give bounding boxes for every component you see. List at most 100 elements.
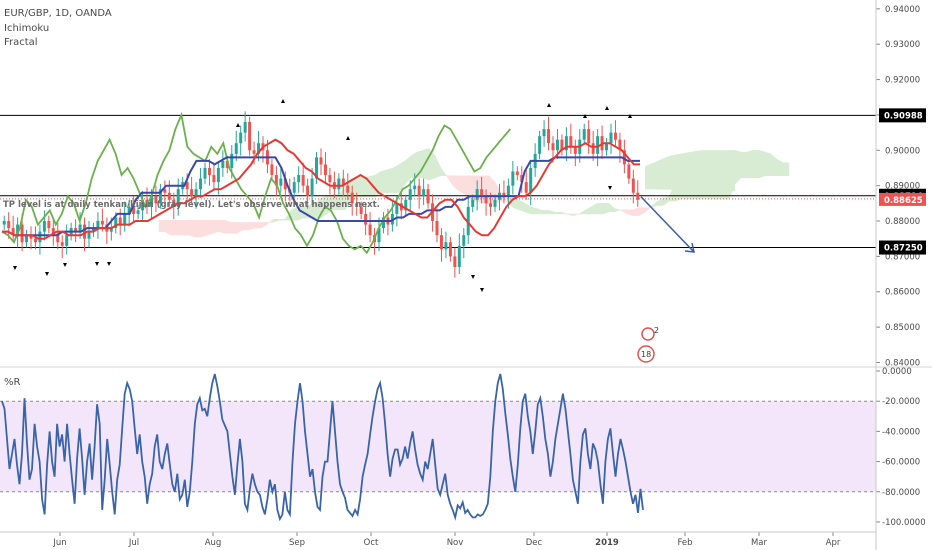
candle-body (47, 221, 51, 229)
fractal-up-marker (346, 136, 350, 140)
candle-body (212, 175, 216, 183)
fractal-up-marker (583, 114, 587, 118)
future-cloud (645, 150, 735, 191)
osc-tick-label: 0.0000 (882, 367, 912, 377)
candle-body (364, 213, 368, 225)
candle (346, 173, 350, 200)
cloud-segment (602, 203, 610, 215)
candle (480, 176, 484, 204)
candle-body (511, 171, 515, 186)
fractal-down-marker (45, 272, 49, 276)
candle-body (555, 139, 559, 151)
candle (560, 134, 564, 156)
candle-body (435, 221, 439, 236)
candle-body (462, 235, 466, 246)
indicator-fractal-label[interactable]: Fractal (4, 37, 38, 48)
candle-body (91, 228, 95, 232)
oscillator-axis[interactable]: 0.0000 -20.0000 -40.0000 -60.0000 -80.0000 -1… (876, 367, 926, 528)
candle (243, 111, 247, 142)
candle-body (573, 146, 577, 154)
cloud-segment (158, 220, 166, 232)
level-tag-2: 0.87250 (879, 240, 926, 255)
candle (587, 120, 591, 154)
symbol-title[interactable]: EUR/GBP, 1D, OANDA (4, 8, 112, 19)
candle (154, 185, 158, 213)
candle (404, 194, 408, 216)
candle (25, 229, 29, 248)
fractal-down-marker (480, 288, 484, 292)
cloud-segment (770, 153, 778, 177)
candle-body (627, 164, 631, 179)
candle (83, 217, 87, 252)
candle-body (377, 228, 381, 243)
candle (234, 130, 238, 161)
candle-body (252, 150, 256, 154)
candle (377, 217, 381, 252)
cloud-segment (170, 220, 178, 236)
candle (502, 180, 506, 204)
candle-body (395, 203, 399, 214)
fractal-down-marker (471, 275, 475, 279)
candle-body (96, 221, 100, 229)
time-tick-label: Apr (826, 538, 841, 548)
time-tick-label: Nov (447, 538, 464, 548)
cloud-segment (218, 220, 226, 234)
cloud-segment (632, 207, 640, 216)
event-badges: 2 18 (637, 326, 659, 363)
cloud-segment (428, 147, 436, 181)
cloud-segment (662, 195, 670, 206)
candle (622, 139, 626, 174)
candle-body (297, 175, 301, 183)
last-price-tag: 0.88625 (879, 192, 926, 206)
candle (239, 125, 243, 156)
candle-body (114, 217, 118, 229)
indicator-ichimoku-label[interactable]: Ichimoku (4, 23, 50, 34)
cloud-segment (440, 167, 448, 178)
cloud-segment (524, 202, 532, 215)
candle (323, 152, 327, 183)
candle-body (65, 235, 69, 246)
candle-body (582, 129, 586, 140)
fractal-down-marker (608, 186, 612, 190)
candle (493, 194, 497, 213)
candle (547, 116, 551, 151)
time-tick-label: Mar (751, 538, 768, 548)
candle (529, 160, 533, 206)
cloud-segment (200, 220, 208, 238)
fractal-up-marker (605, 106, 609, 110)
indicator-willr-label[interactable]: %R (4, 377, 21, 388)
last-price-text: 0.88625 (884, 196, 923, 206)
candle-body (560, 139, 564, 151)
cloud-segment (458, 175, 466, 195)
cloud-segment (212, 220, 220, 234)
candle (65, 224, 69, 255)
candle (306, 178, 310, 209)
candle-body (141, 199, 145, 211)
candle-body (279, 178, 283, 186)
candle (636, 180, 640, 207)
time-axis[interactable]: Jun Jul Aug Sep Oct Nov Dec 2019 Feb Mar Apr (52, 532, 841, 548)
cloud-segment (584, 206, 592, 215)
cloud-segment (578, 209, 586, 215)
time-tick-label: Feb (677, 538, 692, 548)
candle-body (283, 178, 287, 190)
candle-body (631, 178, 635, 193)
event-badge-circle-1 (641, 327, 655, 341)
candle-body (87, 231, 91, 239)
fractal-down-marker (63, 263, 67, 267)
candle-body (56, 235, 60, 243)
projection-arrow (640, 196, 695, 253)
level-tag-text: 0.87250 (884, 244, 923, 254)
price-axis[interactable]: 0.940000.930000.920000.910000.900000.890… (876, 5, 926, 369)
cloud-segment (590, 202, 598, 215)
level-tag-bg (879, 108, 926, 123)
candle-body (292, 182, 296, 193)
candle (542, 120, 546, 147)
price-tick-label: 0.86000 (885, 288, 920, 298)
candle (315, 152, 319, 184)
candle (350, 185, 354, 216)
candle-body (33, 238, 37, 243)
candle-body (538, 136, 542, 154)
candle (279, 166, 283, 193)
candlesticks (2, 111, 640, 278)
